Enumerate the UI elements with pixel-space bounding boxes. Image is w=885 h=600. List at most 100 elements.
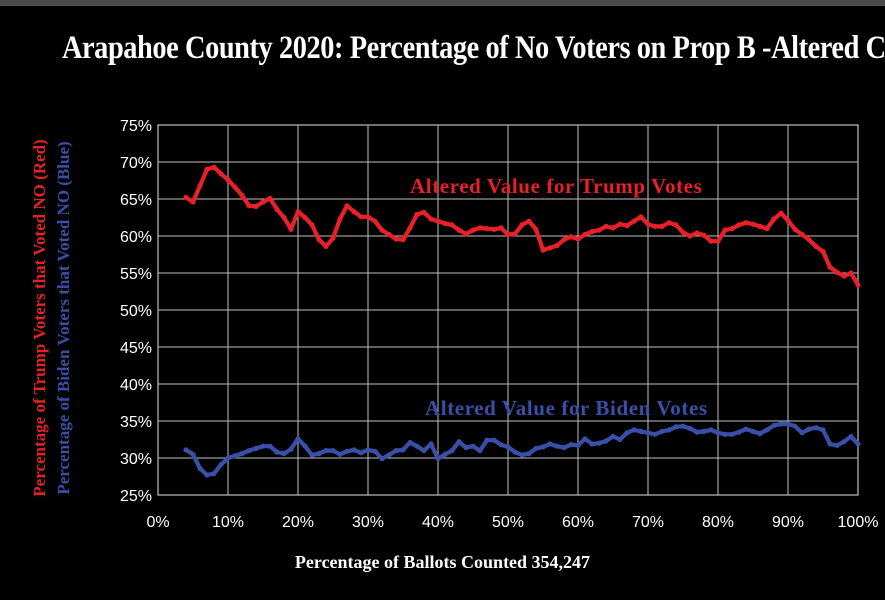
data-point-trump xyxy=(302,214,308,221)
data-point-trump xyxy=(659,223,665,229)
data-point-trump xyxy=(848,270,854,276)
data-point-trump xyxy=(456,227,462,233)
top-border xyxy=(0,0,885,6)
data-point-biden xyxy=(806,426,812,432)
data-point-biden xyxy=(281,451,287,457)
data-point-biden xyxy=(596,440,602,446)
data-point-trump xyxy=(463,231,469,237)
data-point-biden xyxy=(771,422,777,428)
data-point-trump xyxy=(624,223,630,229)
data-point-trump xyxy=(183,194,189,201)
data-point-biden xyxy=(302,443,308,449)
x-tick-label: 100% xyxy=(838,514,879,531)
data-point-biden xyxy=(799,430,805,436)
y-axis-label-trump: Percentage of Trump Voters that Voted NO… xyxy=(30,139,49,496)
data-point-trump xyxy=(743,220,749,226)
data-point-trump xyxy=(638,214,644,220)
data-point-trump xyxy=(694,230,700,236)
data-point-biden xyxy=(736,429,742,435)
data-point-trump xyxy=(393,236,399,242)
data-point-biden xyxy=(351,447,357,453)
data-point-biden xyxy=(750,428,756,434)
data-point-trump xyxy=(288,226,294,232)
data-point-biden xyxy=(435,456,441,462)
data-point-trump xyxy=(274,206,280,212)
data-point-biden xyxy=(330,448,336,454)
data-point-trump xyxy=(673,222,679,228)
data-point-biden xyxy=(659,428,665,434)
data-point-trump xyxy=(575,236,581,242)
data-point-biden xyxy=(575,442,581,448)
data-point-biden xyxy=(421,448,427,454)
y-axis-ticks: 75% 70% 65% 60% 55% 50% 45% 40% 35% 30% 25% xyxy=(120,118,152,505)
data-point-biden xyxy=(512,449,518,455)
data-point-biden xyxy=(274,449,280,455)
data-point-trump xyxy=(204,166,210,172)
data-point-trump xyxy=(386,231,392,238)
data-point-trump xyxy=(708,238,714,244)
data-point-trump xyxy=(190,199,196,205)
data-point-trump xyxy=(540,247,546,253)
x-axis-ticks: 0% 10% 20% 30% 40% 50% 60% 70% 80% 90% 100% xyxy=(146,514,878,531)
y-tick-label: 60% xyxy=(120,229,152,246)
data-point-trump xyxy=(505,231,511,238)
data-point-biden xyxy=(288,446,294,452)
data-point-biden xyxy=(232,453,238,459)
data-point-biden xyxy=(757,431,763,437)
data-point-trump xyxy=(778,210,784,216)
data-point-biden xyxy=(792,423,798,429)
data-point-biden xyxy=(568,442,574,448)
data-point-biden xyxy=(561,445,567,451)
data-point-biden xyxy=(491,437,497,443)
data-point-trump xyxy=(372,218,378,224)
data-point-trump xyxy=(267,195,273,201)
data-point-trump xyxy=(645,221,651,227)
data-point-biden xyxy=(295,436,301,442)
data-point-trump xyxy=(246,203,252,209)
data-point-trump xyxy=(337,216,343,222)
data-point-biden xyxy=(785,421,791,427)
data-point-biden xyxy=(239,451,245,457)
y-tick-label: 25% xyxy=(120,488,152,505)
data-point-biden xyxy=(393,448,399,454)
data-point-trump xyxy=(680,229,686,235)
data-point-trump xyxy=(813,243,819,249)
x-tick-label: 20% xyxy=(282,514,314,531)
data-point-trump xyxy=(827,264,833,270)
data-point-trump xyxy=(757,223,763,229)
data-point-biden xyxy=(197,465,203,471)
data-point-trump xyxy=(582,231,588,238)
data-point-biden xyxy=(365,447,371,453)
data-point-biden xyxy=(554,443,560,449)
data-point-biden xyxy=(820,427,826,433)
x-tick-label: 60% xyxy=(562,514,594,531)
data-point-biden xyxy=(638,428,644,434)
data-point-biden xyxy=(526,451,532,457)
data-point-trump xyxy=(400,237,406,243)
data-point-trump xyxy=(533,226,539,232)
y-tick-label: 75% xyxy=(120,118,152,135)
data-point-biden xyxy=(708,427,714,433)
data-point-biden xyxy=(519,452,525,458)
data-point-trump xyxy=(197,183,203,189)
data-point-trump xyxy=(211,164,217,170)
data-point-biden xyxy=(841,439,847,445)
data-point-biden xyxy=(407,439,413,446)
data-point-biden xyxy=(764,427,770,433)
data-point-trump xyxy=(736,222,742,228)
data-point-trump xyxy=(239,192,245,198)
x-tick-label: 40% xyxy=(422,514,454,531)
data-point-biden xyxy=(694,429,700,435)
data-point-biden xyxy=(456,439,462,445)
data-point-biden xyxy=(652,431,658,437)
data-point-trump xyxy=(323,243,329,249)
data-point-biden xyxy=(624,430,630,436)
data-point-trump xyxy=(603,223,609,229)
data-point-trump xyxy=(442,220,448,226)
data-point-biden xyxy=(267,443,273,449)
x-axis-label: Percentage of Ballots Counted 354,247 xyxy=(294,552,591,572)
data-point-trump xyxy=(792,226,798,232)
data-point-trump xyxy=(596,227,602,233)
data-point-trump xyxy=(253,203,259,209)
data-point-biden xyxy=(260,443,266,449)
